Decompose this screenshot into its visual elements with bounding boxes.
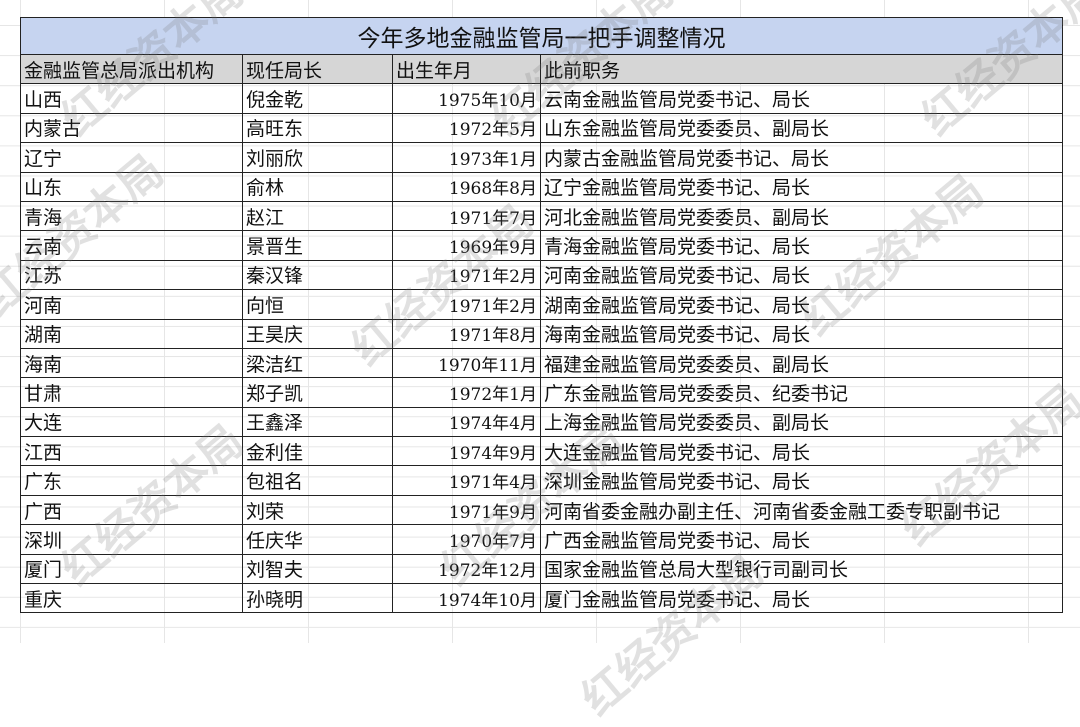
cell-institution[interactable]: 江苏 (20, 259, 243, 291)
cell-institution[interactable]: 大连 (20, 406, 243, 438)
cell-previous-post[interactable]: 河南省委金融办副主任、河南省委金融工委专职副书记 (540, 494, 1063, 526)
cell-institution[interactable]: 内蒙古 (20, 112, 243, 144)
cell-birth[interactable]: 1974年10月 (392, 583, 541, 614)
cell-institution[interactable]: 厦门 (20, 553, 243, 585)
cell-previous-post[interactable]: 上海金融监管局党委委员、副局长 (540, 406, 1063, 438)
cell-institution[interactable]: 海南 (20, 347, 243, 379)
header-director[interactable]: 现任局长 (242, 53, 393, 85)
table-row: 内蒙古 高旺东 1972年5月 山东金融监管局党委委员、副局长 (20, 112, 1063, 144)
table-row: 江苏 秦汉锋 1971年2月 河南金融监管局党委书记、局长 (20, 259, 1063, 291)
cell-previous-post[interactable]: 河南金融监管局党委书记、局长 (540, 259, 1063, 291)
officials-table: 今年多地金融监管局一把手调整情况 金融监管总局派出机构 现任局长 出生年月 此前职务 … (20, 17, 1063, 614)
cell-previous-post[interactable]: 大连金融监管局党委书记、局长 (540, 436, 1063, 467)
cell-institution[interactable]: 广西 (20, 494, 243, 526)
cell-birth[interactable]: 1968年8月 (392, 171, 541, 202)
cell-institution[interactable]: 广东 (20, 465, 243, 496)
cell-director[interactable]: 刘荣 (242, 494, 393, 526)
table-row: 湖南 王昊庆 1971年8月 海南金融监管局党委书记、局长 (20, 318, 1063, 349)
table-row: 甘肃 郑子凯 1972年1月 广东金融监管局党委委员、纪委书记 (20, 377, 1063, 408)
cell-director[interactable]: 王昊庆 (242, 318, 393, 349)
table-row: 山西 倪金乾 1975年10月 云南金融监管局党委书记、局长 (20, 83, 1063, 114)
cell-previous-post[interactable]: 广西金融监管局党委书记、局长 (540, 524, 1063, 555)
cell-previous-post[interactable]: 深圳金融监管局党委书记、局长 (540, 465, 1063, 496)
cell-birth[interactable]: 1970年7月 (392, 524, 541, 555)
cell-birth[interactable]: 1974年4月 (392, 406, 541, 438)
cell-birth[interactable]: 1971年7月 (392, 200, 541, 232)
cell-director[interactable]: 景晋生 (242, 230, 393, 261)
table-row: 云南 景晋生 1969年9月 青海金融监管局党委书记、局长 (20, 230, 1063, 261)
cell-previous-post[interactable]: 海南金融监管局党委书记、局长 (540, 318, 1063, 349)
table-row: 深圳 任庆华 1970年7月 广西金融监管局党委书记、局长 (20, 524, 1063, 555)
cell-director[interactable]: 孙晓明 (242, 583, 393, 614)
cell-director[interactable]: 向恒 (242, 289, 393, 320)
cell-director[interactable]: 任庆华 (242, 524, 393, 555)
cell-director[interactable]: 郑子凯 (242, 377, 393, 408)
cell-previous-post[interactable]: 广东金融监管局党委委员、纪委书记 (540, 377, 1063, 408)
cell-director[interactable]: 王鑫泽 (242, 406, 393, 438)
cell-institution[interactable]: 深圳 (20, 524, 243, 555)
cell-birth[interactable]: 1970年11月 (392, 347, 541, 379)
cell-birth[interactable]: 1972年5月 (392, 112, 541, 144)
table-row: 青海 赵江 1971年7月 河北金融监管局党委委员、副局长 (20, 200, 1063, 232)
cell-director[interactable]: 秦汉锋 (242, 259, 393, 291)
cell-previous-post[interactable]: 云南金融监管局党委书记、局长 (540, 83, 1063, 114)
cell-director[interactable]: 金利佳 (242, 436, 393, 467)
cell-birth[interactable]: 1973年1月 (392, 142, 541, 173)
cell-birth[interactable]: 1971年9月 (392, 494, 541, 526)
cell-previous-post[interactable]: 内蒙古金融监管局党委书记、局长 (540, 142, 1063, 173)
cell-institution[interactable]: 江西 (20, 436, 243, 467)
table-row: 河南 向恒 1971年2月 湖南金融监管局党委书记、局长 (20, 289, 1063, 320)
cell-director[interactable]: 高旺东 (242, 112, 393, 144)
cell-institution[interactable]: 甘肃 (20, 377, 243, 408)
cell-institution[interactable]: 青海 (20, 200, 243, 232)
cell-previous-post[interactable]: 辽宁金融监管局党委书记、局长 (540, 171, 1063, 202)
header-previous-post[interactable]: 此前职务 (540, 53, 1063, 85)
cell-director[interactable]: 包祖名 (242, 465, 393, 496)
header-institution[interactable]: 金融监管总局派出机构 (20, 53, 243, 85)
cell-previous-post[interactable]: 厦门金融监管局党委书记、局长 (540, 583, 1063, 614)
table-row: 山东 俞林 1968年8月 辽宁金融监管局党委书记、局长 (20, 171, 1063, 202)
cell-institution[interactable]: 重庆 (20, 583, 243, 614)
cell-director[interactable]: 刘丽欣 (242, 142, 393, 173)
table-title[interactable]: 今年多地金融监管局一把手调整情况 (20, 17, 1063, 55)
header-birth[interactable]: 出生年月 (392, 53, 541, 85)
table-row: 大连 王鑫泽 1974年4月 上海金融监管局党委委员、副局长 (20, 406, 1063, 438)
cell-previous-post[interactable]: 福建金融监管局党委委员、副局长 (540, 347, 1063, 379)
cell-director[interactable]: 赵江 (242, 200, 393, 232)
cell-institution[interactable]: 辽宁 (20, 142, 243, 173)
cell-birth[interactable]: 1975年10月 (392, 83, 541, 114)
cell-birth[interactable]: 1971年8月 (392, 318, 541, 349)
cell-birth[interactable]: 1971年2月 (392, 259, 541, 291)
table-row: 厦门 刘智夫 1972年12月 国家金融监管总局大型银行司副司长 (20, 553, 1063, 585)
table-row: 重庆 孙晓明 1974年10月 厦门金融监管局党委书记、局长 (20, 583, 1063, 614)
cell-previous-post[interactable]: 青海金融监管局党委书记、局长 (540, 230, 1063, 261)
cell-institution[interactable]: 河南 (20, 289, 243, 320)
cell-birth[interactable]: 1971年4月 (392, 465, 541, 496)
cell-director[interactable]: 梁洁红 (242, 347, 393, 379)
table-row: 广东 包祖名 1971年4月 深圳金融监管局党委书记、局长 (20, 465, 1063, 496)
cell-director[interactable]: 倪金乾 (242, 83, 393, 114)
table-row: 海南 梁洁红 1970年11月 福建金融监管局党委委员、副局长 (20, 347, 1063, 379)
cell-birth[interactable]: 1972年1月 (392, 377, 541, 408)
table-row: 广西 刘荣 1971年9月 河南省委金融办副主任、河南省委金融工委专职副书记 (20, 494, 1063, 526)
cell-institution[interactable]: 湖南 (20, 318, 243, 349)
cell-birth[interactable]: 1971年2月 (392, 289, 541, 320)
cell-institution[interactable]: 山东 (20, 171, 243, 202)
cell-previous-post[interactable]: 湖南金融监管局党委书记、局长 (540, 289, 1063, 320)
table-row: 辽宁 刘丽欣 1973年1月 内蒙古金融监管局党委书记、局长 (20, 142, 1063, 173)
cell-director[interactable]: 刘智夫 (242, 553, 393, 585)
cell-institution[interactable]: 山西 (20, 83, 243, 114)
cell-birth[interactable]: 1969年9月 (392, 230, 541, 261)
cell-previous-post[interactable]: 河北金融监管局党委委员、副局长 (540, 200, 1063, 232)
cell-director[interactable]: 俞林 (242, 171, 393, 202)
table-row: 江西 金利佳 1974年9月 大连金融监管局党委书记、局长 (20, 436, 1063, 467)
cell-previous-post[interactable]: 山东金融监管局党委委员、副局长 (540, 112, 1063, 144)
cell-previous-post[interactable]: 国家金融监管总局大型银行司副司长 (540, 553, 1063, 585)
cell-birth[interactable]: 1972年12月 (392, 553, 541, 585)
cell-birth[interactable]: 1974年9月 (392, 436, 541, 467)
cell-institution[interactable]: 云南 (20, 230, 243, 261)
